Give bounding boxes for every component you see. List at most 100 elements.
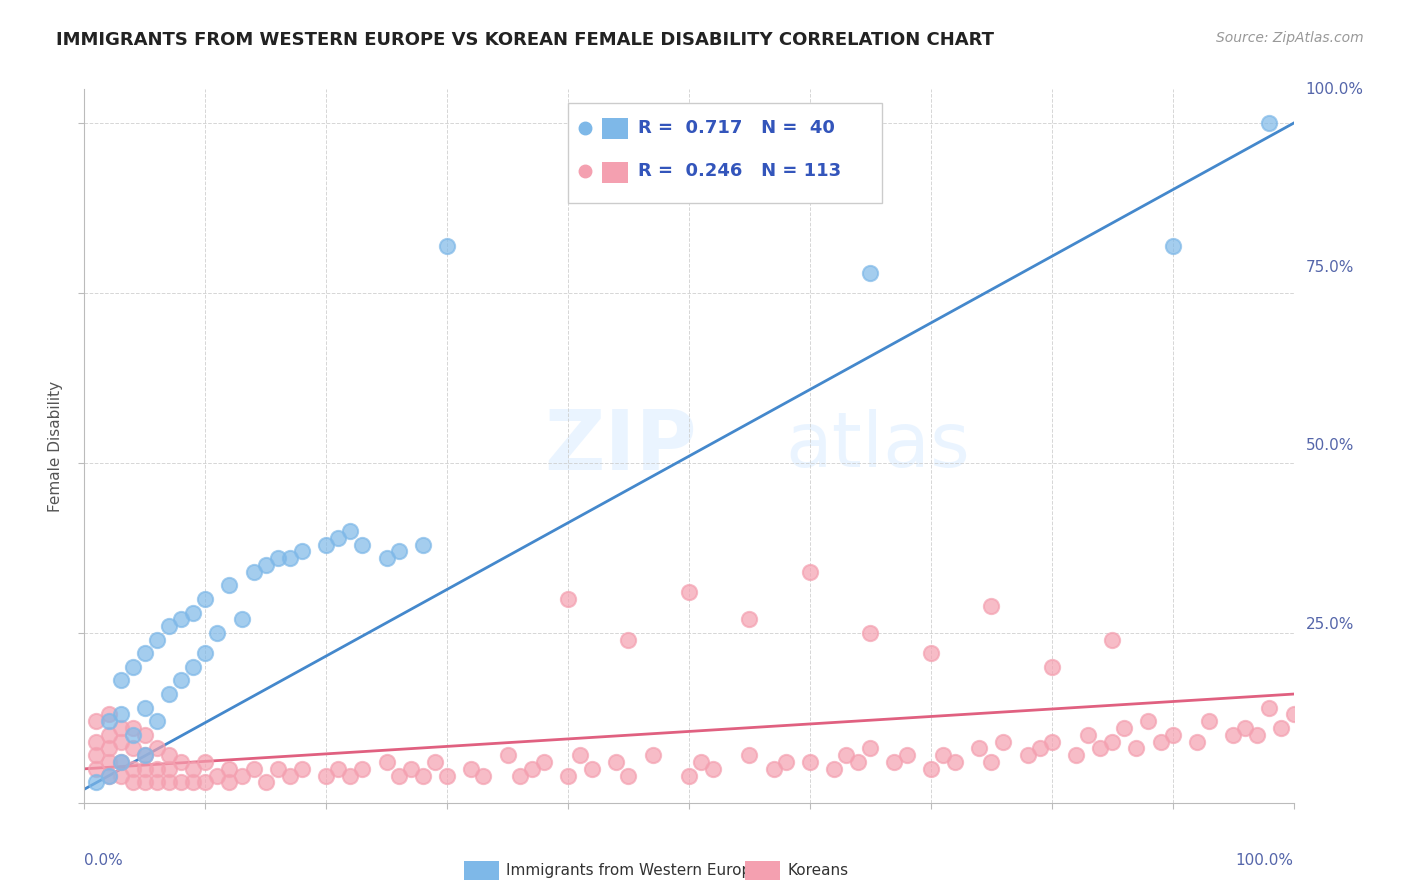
Point	[399, 762, 422, 776]
Point	[1282, 707, 1305, 722]
Point	[121, 762, 143, 776]
Text: Immigrants from Western Europe: Immigrants from Western Europe	[506, 863, 761, 878]
Point	[278, 551, 301, 566]
Text: IMMIGRANTS FROM WESTERN EUROPE VS KOREAN FEMALE DISABILITY CORRELATION CHART: IMMIGRANTS FROM WESTERN EUROPE VS KOREAN…	[56, 31, 994, 49]
Point	[1040, 660, 1063, 674]
Point	[412, 537, 434, 551]
Point	[375, 755, 398, 769]
Point	[157, 748, 180, 763]
Point	[242, 565, 264, 579]
Point	[775, 755, 797, 769]
Point	[799, 755, 821, 769]
Point	[835, 748, 858, 763]
Point	[641, 748, 664, 763]
Point	[1149, 734, 1171, 748]
Point	[943, 755, 966, 769]
Point	[799, 565, 821, 579]
Point	[690, 755, 713, 769]
Point	[678, 585, 700, 599]
Point	[605, 755, 627, 769]
Point	[231, 769, 253, 783]
Text: R =  0.717   N =  40: R = 0.717 N = 40	[638, 120, 835, 137]
Point	[110, 755, 132, 769]
Point	[352, 537, 374, 551]
Point	[170, 755, 193, 769]
Text: R =  0.246   N = 113: R = 0.246 N = 113	[638, 162, 841, 180]
Text: 0.0%: 0.0%	[84, 853, 124, 868]
Point	[1101, 632, 1123, 647]
Point	[678, 769, 700, 783]
Point	[762, 762, 785, 776]
Point	[181, 660, 204, 674]
Text: Source: ZipAtlas.com: Source: ZipAtlas.com	[1216, 31, 1364, 45]
Point	[218, 578, 240, 592]
Point	[218, 762, 240, 776]
Point	[134, 775, 156, 789]
Point	[267, 762, 290, 776]
Point	[207, 769, 229, 783]
Point	[146, 741, 169, 756]
Point	[896, 748, 918, 763]
Text: 100.0%: 100.0%	[1306, 82, 1364, 96]
Point	[146, 714, 169, 729]
Point	[207, 626, 229, 640]
Point	[1234, 721, 1257, 735]
Point	[859, 626, 882, 640]
Text: atlas: atlas	[786, 409, 970, 483]
Point	[1028, 741, 1050, 756]
Point	[980, 599, 1002, 613]
Point	[339, 524, 361, 538]
Point	[121, 741, 143, 756]
Bar	[602, 118, 628, 139]
Point	[738, 612, 761, 626]
Point	[194, 591, 217, 606]
Point	[472, 769, 495, 783]
Point	[110, 734, 132, 748]
Point	[291, 544, 314, 558]
Point	[1101, 734, 1123, 748]
Point	[388, 769, 411, 783]
Point	[315, 537, 337, 551]
Point	[194, 775, 217, 789]
Point	[1125, 741, 1147, 756]
Point	[134, 762, 156, 776]
Point	[980, 755, 1002, 769]
Point	[170, 673, 193, 688]
Point	[97, 707, 120, 722]
Point	[859, 741, 882, 756]
Point	[97, 769, 120, 783]
Point	[533, 755, 555, 769]
Point	[110, 673, 132, 688]
Point	[181, 606, 204, 620]
Point	[181, 775, 204, 789]
Point	[569, 748, 592, 763]
Point	[86, 748, 108, 763]
Point	[1064, 748, 1087, 763]
Point	[134, 748, 156, 763]
Point	[1077, 728, 1099, 742]
Point	[134, 646, 156, 660]
Point	[146, 775, 169, 789]
Point	[412, 769, 434, 783]
Point	[920, 762, 942, 776]
FancyBboxPatch shape	[568, 103, 883, 203]
Point	[1040, 734, 1063, 748]
Point	[352, 762, 374, 776]
Point	[1088, 741, 1111, 756]
Point	[496, 748, 519, 763]
Point	[146, 762, 169, 776]
Point	[134, 728, 156, 742]
Point	[1161, 238, 1184, 252]
Point	[617, 632, 640, 647]
Point	[520, 762, 543, 776]
Text: 25.0%: 25.0%	[1306, 617, 1354, 632]
Point	[328, 762, 350, 776]
Point	[846, 755, 869, 769]
Point	[170, 612, 193, 626]
Bar	[602, 162, 628, 184]
Point	[110, 721, 132, 735]
Point	[97, 755, 120, 769]
Text: 75.0%: 75.0%	[1306, 260, 1354, 275]
Point	[1185, 734, 1208, 748]
Point	[86, 762, 108, 776]
